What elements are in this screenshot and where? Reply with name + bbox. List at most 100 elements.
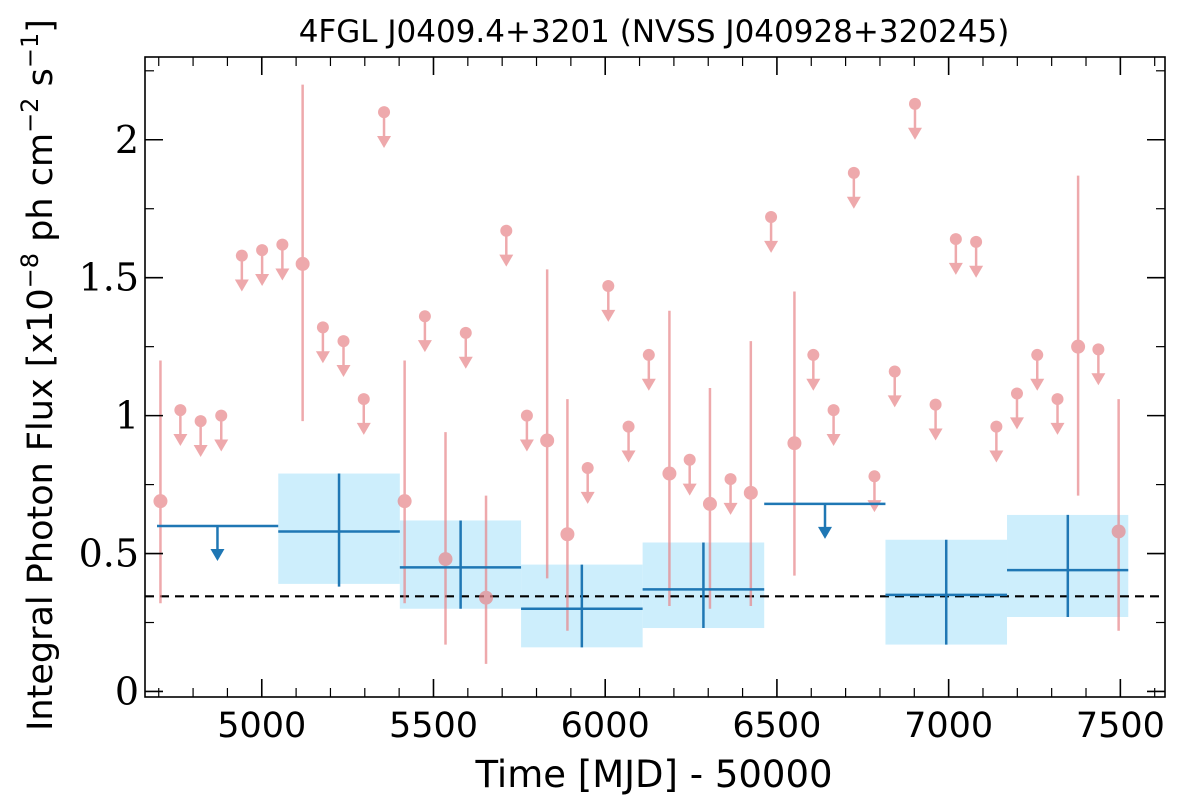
short-bin-marker (397, 494, 412, 509)
short-bin-detection (743, 341, 758, 606)
short-bin-upper-limit (377, 106, 392, 149)
short-bin-upper-limit (867, 470, 882, 513)
y-tick-label: 0.5 (79, 532, 139, 576)
short-bin-marker (459, 326, 472, 339)
short-bin-marker (295, 256, 310, 271)
y-axis-label-exp1: −8 (16, 253, 44, 288)
upper-limit-arrowhead (173, 433, 188, 446)
short-bin-upper-limit (519, 409, 534, 452)
short-bin-marker (642, 348, 655, 361)
long-bin-arrowhead (818, 526, 832, 539)
short-bin-marker (276, 238, 289, 251)
long-bin-detection (278, 473, 400, 587)
upper-limit-arrowhead (1091, 373, 1106, 386)
short-bin-upper-limit (621, 420, 636, 463)
short-bin-upper-limit (641, 348, 656, 391)
short-bin-detection (438, 432, 453, 645)
upper-limit-arrowhead (377, 136, 392, 149)
upper-limit-arrowhead (336, 365, 351, 377)
y-axis-label-end: ] (21, 19, 61, 33)
short-bin-marker (787, 436, 802, 451)
short-bin-marker (908, 97, 921, 110)
svg-text:Integral Photon Flux [x10−8 ph: Integral Photon Flux [x10−8 ph cm−2 s−1] (16, 19, 61, 731)
short-bin-detection (397, 360, 412, 604)
upper-limit-arrowhead (255, 273, 270, 286)
short-bin-upper-limit (173, 404, 188, 446)
short-bin-upper-limit (1091, 343, 1106, 386)
short-bin-upper-limit (1050, 393, 1065, 435)
short-bin-marker (1071, 339, 1086, 354)
short-bin-marker (724, 473, 737, 486)
upper-limit-arrowhead (356, 422, 371, 435)
long-bin-detection (642, 542, 765, 629)
upper-limit-arrowhead (806, 378, 821, 391)
y-tick-label: 2 (115, 118, 139, 162)
short-bin-marker (662, 466, 677, 481)
upper-limit-arrowhead (867, 500, 882, 513)
short-bin-detection (479, 495, 494, 664)
short-bin-detection (1111, 399, 1126, 631)
upper-limit-arrowhead (580, 491, 595, 504)
x-tick-label: 5000 (217, 706, 306, 746)
upper-limit-arrowhead (826, 433, 841, 446)
short-bin-marker (1010, 387, 1023, 400)
long-bin-upper-limit (157, 524, 279, 561)
short-bin-upper-limit (887, 365, 902, 408)
short-bin-marker (215, 409, 228, 422)
long-bin-arrowhead (210, 548, 225, 561)
short-bin-upper-limit (234, 249, 249, 292)
short-bin-upper-limit (315, 321, 330, 364)
short-bin-marker (500, 224, 513, 237)
upper-limit-arrowhead (989, 450, 1004, 463)
upper-limit-arrowhead (641, 378, 656, 391)
upper-limit-arrowhead (723, 502, 738, 515)
upper-limit-arrowhead (928, 428, 943, 441)
axes-layer: 0 0.5 1 1.5 2 5000 5500 6000 6500 7000 7500 (79, 56, 1166, 746)
short-bin-upper-limit (356, 393, 371, 435)
upper-limit-arrowhead (193, 445, 208, 457)
long-bin-detection (521, 564, 643, 648)
chart-title: 4FGL J0409.4+3201 (NVSS J040928+320245) (299, 14, 1010, 50)
y-axis-label: Integral Photon Flux [x10−8 ph cm−2 s−1] (16, 19, 61, 731)
short-bin-marker (378, 106, 391, 119)
short-bin-marker (970, 235, 983, 248)
short-bin-marker (418, 310, 431, 323)
short-bin-detection (153, 360, 168, 604)
x-tick-label: 7500 (1076, 706, 1165, 746)
long-bins-layer (157, 473, 1129, 648)
short-bin-marker (560, 527, 575, 542)
short-bin-marker (153, 494, 168, 509)
short-bin-upper-limit (846, 166, 861, 209)
short-bin-upper-limit (948, 233, 963, 275)
upper-limit-arrowhead (1050, 422, 1065, 435)
short-bin-marker (479, 590, 494, 605)
upper-limit-arrowhead (499, 254, 514, 267)
short-bin-marker (316, 321, 329, 334)
short-bin-upper-limit (1009, 387, 1024, 430)
upper-limit-arrowhead (682, 483, 697, 496)
short-bin-detection (560, 399, 575, 631)
short-bin-marker (194, 415, 207, 428)
upper-limit-arrowhead (275, 268, 290, 281)
upper-limit-arrowhead (764, 240, 779, 253)
short-bin-marker (807, 348, 820, 361)
short-bin-marker (1051, 393, 1064, 406)
upper-limit-arrowhead (948, 262, 963, 275)
x-axis-label: Time [MJD] - 50000 (474, 753, 832, 796)
short-bin-upper-limit (907, 97, 922, 140)
short-bin-upper-limit (806, 348, 821, 391)
upper-limit-arrowhead (1030, 378, 1045, 391)
short-bin-detection (662, 310, 677, 606)
long-bin-detection (399, 520, 522, 609)
short-bin-marker (827, 404, 840, 417)
short-bin-upper-limit (989, 420, 1004, 463)
plot-frame (144, 56, 1166, 698)
upper-limit-arrowhead (601, 309, 616, 322)
short-bin-marker (540, 433, 555, 448)
short-bin-marker (702, 496, 717, 511)
short-bin-detection (1071, 175, 1086, 496)
upper-limit-arrowhead (907, 127, 922, 140)
long-bin-detection (885, 539, 1008, 645)
short-bin-marker (847, 166, 860, 179)
